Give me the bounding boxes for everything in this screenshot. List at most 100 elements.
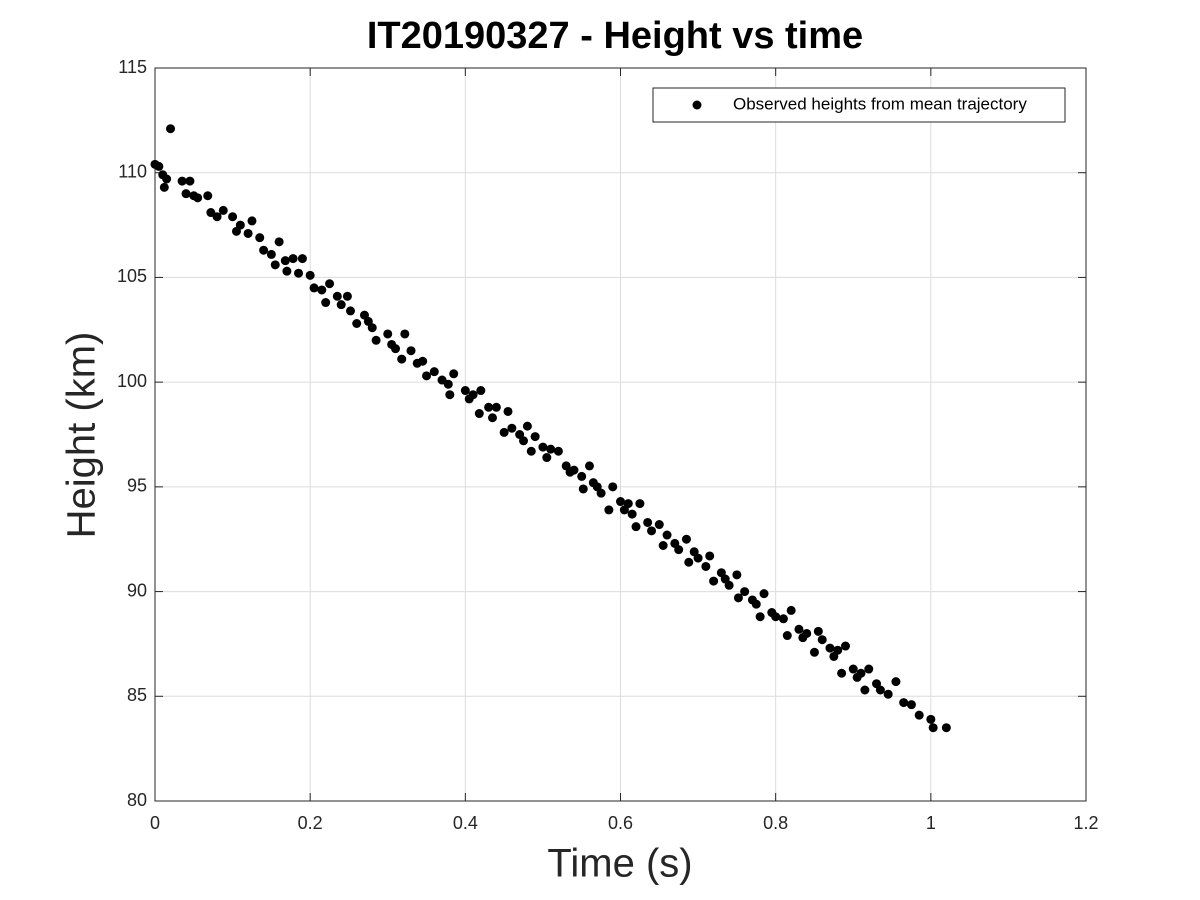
point — [309, 283, 319, 293]
point — [503, 406, 513, 416]
y-axis-label: Height (km) — [60, 332, 104, 539]
point — [926, 714, 936, 724]
point — [786, 605, 796, 615]
point — [332, 291, 342, 301]
y-tick-label: 110 — [118, 161, 147, 181]
point — [294, 268, 304, 278]
point — [759, 589, 769, 599]
x-tick-label: 1.2 — [1073, 813, 1098, 833]
point — [406, 346, 416, 356]
point — [305, 270, 315, 280]
y-tick-label: 85 — [127, 685, 147, 705]
point — [608, 482, 618, 492]
point — [397, 354, 407, 364]
legend-label: Observed heights from mean trajectory — [733, 94, 1027, 113]
point — [193, 193, 203, 203]
point — [181, 189, 191, 199]
point — [662, 530, 672, 540]
point — [487, 413, 497, 423]
point — [616, 497, 625, 507]
point — [914, 710, 924, 720]
point — [212, 212, 222, 222]
point — [282, 266, 292, 276]
point — [519, 436, 529, 446]
point — [782, 631, 792, 641]
point — [259, 245, 269, 255]
point — [228, 212, 238, 222]
legend-box — [652, 87, 1066, 123]
point — [681, 534, 691, 544]
y-tick-label: 95 — [127, 476, 147, 496]
point — [367, 323, 377, 333]
point — [840, 641, 850, 651]
point — [400, 329, 410, 339]
point — [755, 612, 765, 622]
point — [468, 390, 478, 400]
point — [584, 461, 594, 471]
point — [643, 517, 653, 527]
point — [162, 174, 172, 184]
point — [941, 723, 951, 733]
x-tick-label: 0 — [150, 813, 160, 833]
point — [732, 570, 742, 580]
point — [658, 540, 668, 550]
point — [391, 344, 401, 354]
point — [817, 635, 827, 645]
point — [429, 367, 439, 377]
point — [553, 446, 563, 456]
point — [709, 576, 719, 586]
point — [864, 664, 874, 674]
point — [270, 260, 280, 270]
point — [422, 371, 432, 381]
point — [848, 664, 858, 674]
x-tick-label: 1 — [926, 813, 936, 833]
point — [443, 379, 453, 389]
point — [255, 233, 265, 243]
point — [530, 432, 540, 442]
point — [507, 423, 517, 433]
axes-box — [154, 67, 1087, 802]
point — [154, 161, 164, 171]
point — [875, 685, 885, 695]
point — [418, 356, 428, 366]
y-tick-label: 100 — [117, 371, 147, 391]
point — [159, 182, 169, 192]
point — [321, 298, 331, 308]
point — [460, 386, 470, 396]
point — [218, 205, 228, 215]
point — [243, 228, 253, 238]
point — [538, 442, 548, 452]
point — [445, 390, 455, 400]
point — [546, 444, 556, 454]
point — [578, 484, 588, 494]
point — [499, 427, 509, 437]
point — [635, 499, 645, 509]
legend: Observed heights from mean trajectory — [652, 87, 1066, 123]
point — [740, 587, 750, 597]
point — [771, 612, 781, 622]
point — [733, 593, 743, 603]
point — [883, 689, 893, 699]
point — [280, 256, 290, 266]
point — [325, 279, 335, 289]
point — [647, 526, 657, 536]
point — [569, 465, 579, 475]
point — [809, 647, 819, 657]
point — [491, 402, 501, 412]
point — [693, 553, 703, 563]
point — [247, 216, 257, 226]
x-tick-label: 0.2 — [298, 813, 323, 833]
point — [522, 421, 532, 431]
point — [751, 599, 761, 609]
point — [833, 645, 843, 655]
point — [342, 291, 352, 301]
point — [623, 499, 633, 509]
y-tick-label: 90 — [127, 580, 147, 600]
point — [802, 628, 812, 638]
point — [346, 306, 356, 316]
point — [336, 300, 346, 310]
point — [577, 471, 587, 481]
y-tick-label: 80 — [127, 790, 147, 810]
point — [185, 176, 195, 186]
